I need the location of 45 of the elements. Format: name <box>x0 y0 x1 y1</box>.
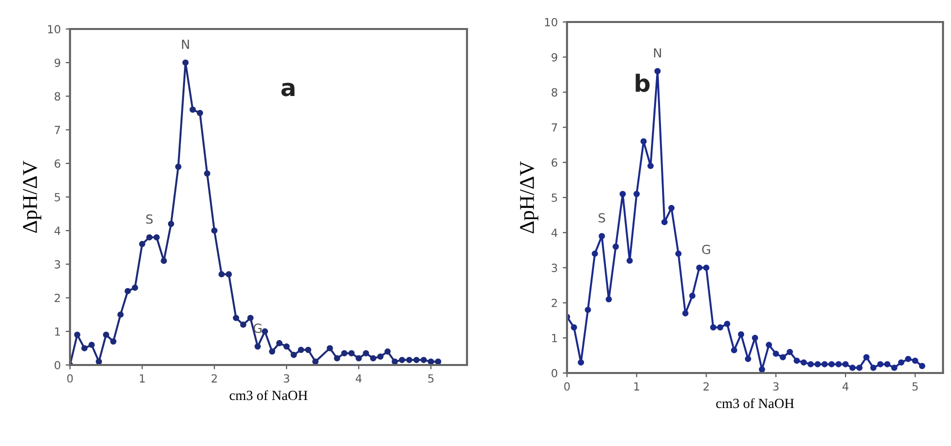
y-axis-title: ΔpH/ΔV <box>520 161 538 234</box>
x-axis-title: cm3 of NaOH <box>230 390 308 400</box>
y-tick-label: 6 <box>552 158 558 167</box>
y-tick-label: 4 <box>54 226 60 235</box>
y-tick-label: 5 <box>54 193 60 202</box>
y-tick-label: 7 <box>552 123 558 132</box>
y-tick-label: 4 <box>551 228 558 237</box>
y-tick-label: 8 <box>552 88 558 97</box>
x-tick-label: 0 <box>67 374 73 383</box>
y-tick-label: 9 <box>552 53 558 62</box>
annotation: S <box>598 213 606 223</box>
x-tick-label: 0 <box>564 382 570 391</box>
y-tick-label: 1 <box>55 328 60 336</box>
x-tick-label: 3 <box>284 374 290 383</box>
y-tick-label: 3 <box>54 260 60 269</box>
y-tick-label: 5 <box>552 194 557 202</box>
x-tick-label: 5 <box>428 374 434 383</box>
y-tick-label: 6 <box>54 159 60 168</box>
y-tick-label: 9 <box>54 58 60 67</box>
y-tick-label: 3 <box>552 264 558 272</box>
x-tick-label: 2 <box>212 374 217 382</box>
annotation: S <box>146 214 153 224</box>
annotation: G <box>702 244 710 254</box>
x-tick-label: 4 <box>356 374 362 382</box>
annotation: a <box>281 82 294 96</box>
y-axis-title: ΔpH/ΔV <box>23 160 42 233</box>
x-tick-label: 3 <box>773 382 779 391</box>
annotation: G <box>254 324 262 333</box>
annotation: b <box>636 74 650 92</box>
y-tick-label: 1 <box>552 334 557 342</box>
x-tick-label: 4 <box>842 382 848 390</box>
x-tick-label: 1 <box>634 382 640 390</box>
y-tick-label: 2 <box>54 294 60 302</box>
y-tick-label: 10 <box>545 18 558 26</box>
y-tick-label: 7 <box>54 126 60 134</box>
annotation: N <box>654 48 661 58</box>
y-tick-label: 0 <box>54 360 60 370</box>
y-tick-label: 8 <box>54 92 60 101</box>
x-tick-label: 1 <box>140 374 145 382</box>
x-tick-label: 2 <box>704 382 709 390</box>
annotation: N <box>182 40 189 49</box>
y-tick-label: 10 <box>48 24 60 34</box>
y-tick-label: 2 <box>552 298 557 308</box>
x-axis-title: cm3 of NaOH <box>716 398 794 408</box>
x-tick-label: 5 <box>912 382 918 391</box>
